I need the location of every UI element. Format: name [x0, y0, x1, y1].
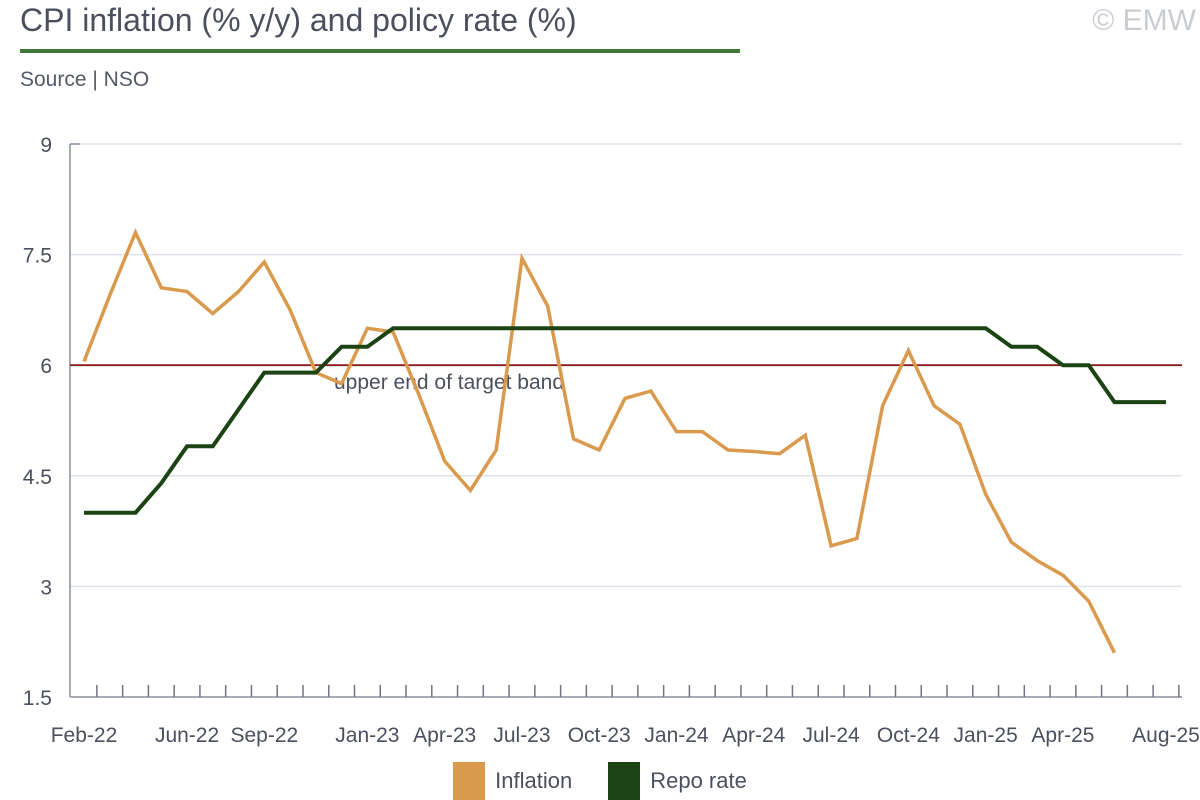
- target-band-label: upper end of target band: [334, 371, 564, 394]
- copyright-notice: © EMW: [1092, 4, 1196, 37]
- chart-title: CPI inflation (% y/y) and policy rate (%…: [20, 2, 577, 38]
- legend: Inflation Repo rate: [0, 762, 1200, 800]
- x-tick-label: Jul-24: [802, 724, 860, 747]
- y-tick-label: 7.5: [23, 245, 52, 268]
- series-line-inflation: [82, 228, 1117, 654]
- legend-item-inflation[interactable]: Inflation: [453, 762, 572, 800]
- line-chart: upper end of target band 1.5 3 4.5 6 7.5 9 Feb…: [23, 134, 1200, 747]
- axes: [69, 143, 1182, 698]
- series-line-repo-rate: [84, 326, 1166, 515]
- legend-item-repo-rate[interactable]: Repo rate: [608, 762, 747, 800]
- y-tick-label: 6: [40, 355, 52, 378]
- x-tick-label: Oct-23: [568, 724, 631, 747]
- x-tick-label: Aug-25: [1132, 724, 1200, 747]
- x-tick-label: Oct-24: [877, 724, 940, 747]
- y-tick-label: 4.5: [23, 466, 52, 489]
- x-tick-label: Jan-25: [954, 724, 1018, 747]
- series-lines: [82, 228, 1166, 654]
- source-note: Source | NSO: [20, 68, 150, 91]
- reference-line-group: upper end of target band: [70, 364, 1182, 394]
- x-tick-label: Jul-23: [493, 724, 550, 747]
- x-tick-label: Feb-22: [51, 724, 118, 747]
- legend-swatch-repo-rate: [608, 762, 641, 800]
- title-underline: [20, 49, 740, 53]
- legend-label-repo-rate: Repo rate: [650, 768, 747, 793]
- x-tick-label: Apr-24: [722, 724, 785, 747]
- legend-label-inflation: Inflation: [495, 768, 573, 793]
- legend-swatch-inflation: [453, 762, 486, 800]
- tick-labels: 1.5 3 4.5 6 7.5 9 Feb-22 Jun-22 Sep-22 Jan-23 Apr-…: [23, 134, 1200, 747]
- y-tick-label: 1.5: [23, 687, 52, 710]
- x-tick-label: Jan-24: [644, 724, 709, 747]
- x-tick-label: Jun-22: [155, 724, 219, 747]
- x-tick-label: Apr-25: [1031, 724, 1094, 747]
- y-tick-label: 9: [40, 134, 52, 157]
- x-tick-label: Apr-23: [413, 724, 476, 747]
- x-tick-label: Sep-22: [230, 724, 298, 747]
- x-tick-label: Jan-23: [335, 724, 399, 747]
- y-tick-label: 3: [40, 576, 52, 599]
